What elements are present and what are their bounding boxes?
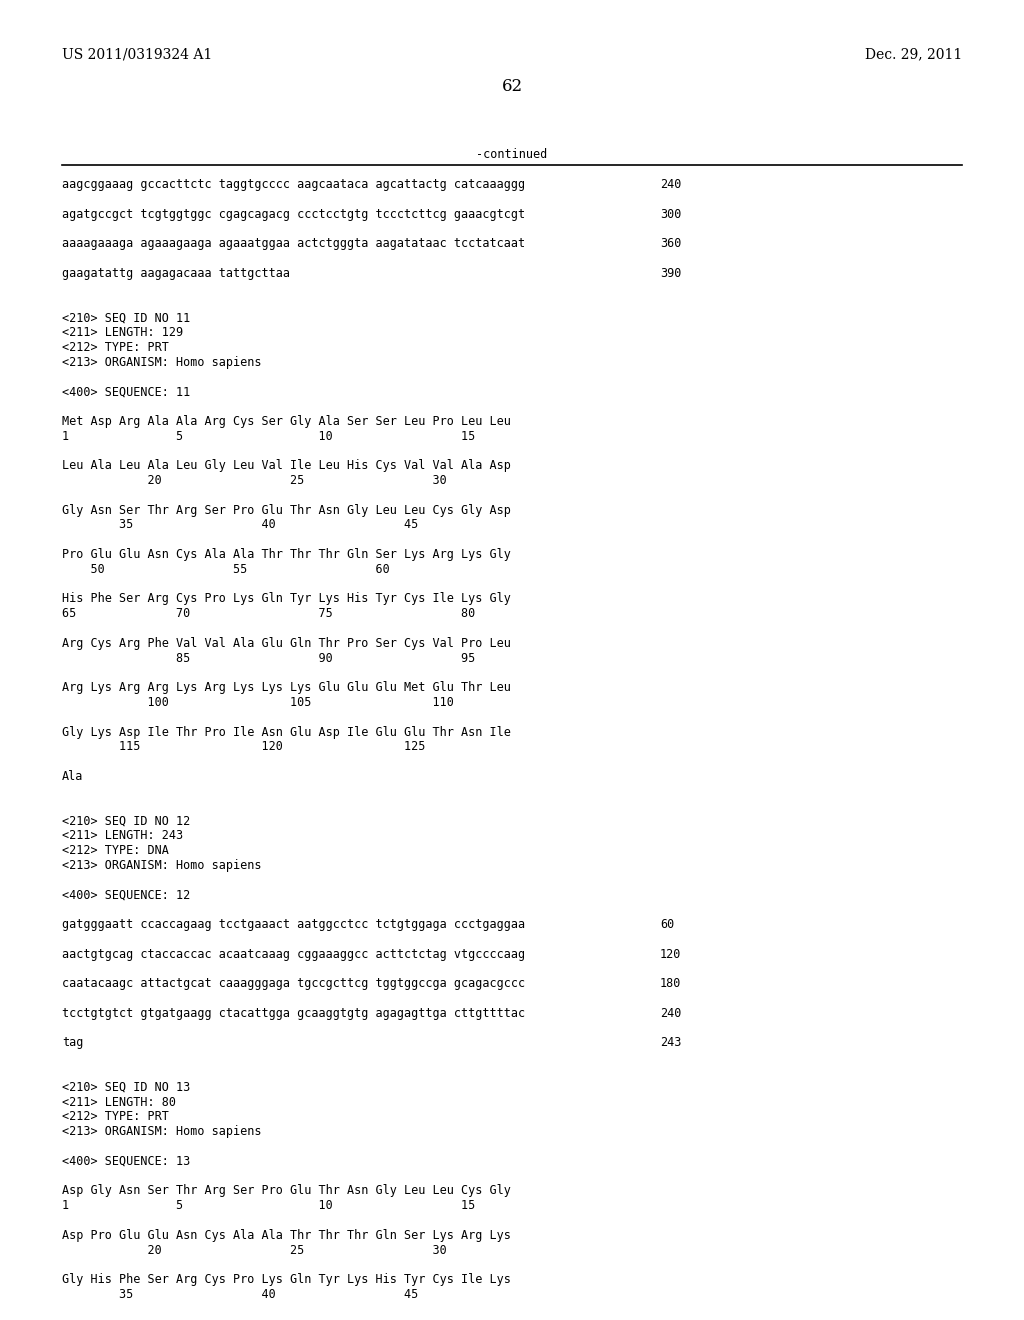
Text: <400> SEQUENCE: 11: <400> SEQUENCE: 11: [62, 385, 190, 399]
Text: Arg Lys Arg Arg Lys Arg Lys Lys Lys Glu Glu Glu Met Glu Thr Leu: Arg Lys Arg Arg Lys Arg Lys Lys Lys Glu …: [62, 681, 511, 694]
Text: 100                 105                 110: 100 105 110: [62, 696, 454, 709]
Text: <213> ORGANISM: Homo sapiens: <213> ORGANISM: Homo sapiens: [62, 355, 261, 368]
Text: 120: 120: [660, 948, 681, 961]
Text: 390: 390: [660, 267, 681, 280]
Text: aagcggaaag gccacttctc taggtgcccc aagcaataca agcattactg catcaaaggg: aagcggaaag gccacttctc taggtgcccc aagcaat…: [62, 178, 525, 191]
Text: Gly Asn Ser Thr Arg Ser Pro Glu Thr Asn Gly Leu Leu Cys Gly Asp: Gly Asn Ser Thr Arg Ser Pro Glu Thr Asn …: [62, 504, 511, 516]
Text: 50                  55                  60: 50 55 60: [62, 562, 390, 576]
Text: 300: 300: [660, 207, 681, 220]
Text: 1               5                   10                  15: 1 5 10 15: [62, 1199, 475, 1212]
Text: 60: 60: [660, 917, 674, 931]
Text: 35                  40                  45: 35 40 45: [62, 1288, 418, 1302]
Text: <211> LENGTH: 243: <211> LENGTH: 243: [62, 829, 183, 842]
Text: caatacaagc attactgcat caaagggaga tgccgcttcg tggtggccga gcagacgccc: caatacaagc attactgcat caaagggaga tgccgct…: [62, 977, 525, 990]
Text: His Phe Ser Arg Cys Pro Lys Gln Tyr Lys His Tyr Cys Ile Lys Gly: His Phe Ser Arg Cys Pro Lys Gln Tyr Lys …: [62, 593, 511, 606]
Text: 243: 243: [660, 1036, 681, 1049]
Text: aaaagaaaga agaaagaaga agaaatggaa actctgggta aagatataac tcctatcaat: aaaagaaaga agaaagaaga agaaatggaa actctgg…: [62, 238, 525, 251]
Text: <211> LENGTH: 80: <211> LENGTH: 80: [62, 1096, 176, 1109]
Text: <212> TYPE: PRT: <212> TYPE: PRT: [62, 341, 169, 354]
Text: 240: 240: [660, 1007, 681, 1020]
Text: Ala: Ala: [62, 770, 83, 783]
Text: Dec. 29, 2011: Dec. 29, 2011: [864, 48, 962, 61]
Text: <212> TYPE: PRT: <212> TYPE: PRT: [62, 1110, 169, 1123]
Text: 20                  25                  30: 20 25 30: [62, 1243, 446, 1257]
Text: US 2011/0319324 A1: US 2011/0319324 A1: [62, 48, 212, 61]
Text: 115                 120                 125: 115 120 125: [62, 741, 425, 754]
Text: <210> SEQ ID NO 13: <210> SEQ ID NO 13: [62, 1081, 190, 1094]
Text: -continued: -continued: [476, 148, 548, 161]
Text: tag: tag: [62, 1036, 83, 1049]
Text: <210> SEQ ID NO 11: <210> SEQ ID NO 11: [62, 312, 190, 325]
Text: agatgccgct tcgtggtggc cgagcagacg ccctcctgtg tccctcttcg gaaacgtcgt: agatgccgct tcgtggtggc cgagcagacg ccctcct…: [62, 207, 525, 220]
Text: <212> TYPE: DNA: <212> TYPE: DNA: [62, 843, 169, 857]
Text: Asp Gly Asn Ser Thr Arg Ser Pro Glu Thr Asn Gly Leu Leu Cys Gly: Asp Gly Asn Ser Thr Arg Ser Pro Glu Thr …: [62, 1184, 511, 1197]
Text: 20                  25                  30: 20 25 30: [62, 474, 446, 487]
Text: Gly Lys Asp Ile Thr Pro Ile Asn Glu Asp Ile Glu Glu Thr Asn Ile: Gly Lys Asp Ile Thr Pro Ile Asn Glu Asp …: [62, 726, 511, 739]
Text: Met Asp Arg Ala Ala Arg Cys Ser Gly Ala Ser Ser Leu Pro Leu Leu: Met Asp Arg Ala Ala Arg Cys Ser Gly Ala …: [62, 414, 511, 428]
Text: Pro Glu Glu Asn Cys Ala Ala Thr Thr Thr Gln Ser Lys Arg Lys Gly: Pro Glu Glu Asn Cys Ala Ala Thr Thr Thr …: [62, 548, 511, 561]
Text: aactgtgcag ctaccaccac acaatcaaag cggaaaggcc acttctctag vtgccccaag: aactgtgcag ctaccaccac acaatcaaag cggaaag…: [62, 948, 525, 961]
Text: 62: 62: [502, 78, 522, 95]
Text: 65              70                  75                  80: 65 70 75 80: [62, 607, 475, 620]
Text: <400> SEQUENCE: 13: <400> SEQUENCE: 13: [62, 1155, 190, 1168]
Text: Leu Ala Leu Ala Leu Gly Leu Val Ile Leu His Cys Val Val Ala Asp: Leu Ala Leu Ala Leu Gly Leu Val Ile Leu …: [62, 459, 511, 473]
Text: <211> LENGTH: 129: <211> LENGTH: 129: [62, 326, 183, 339]
Text: gatgggaatt ccaccagaag tcctgaaact aatggcctcc tctgtggaga ccctgaggaa: gatgggaatt ccaccagaag tcctgaaact aatggcc…: [62, 917, 525, 931]
Text: 360: 360: [660, 238, 681, 251]
Text: Arg Cys Arg Phe Val Val Ala Glu Gln Thr Pro Ser Cys Val Pro Leu: Arg Cys Arg Phe Val Val Ala Glu Gln Thr …: [62, 636, 511, 649]
Text: 1               5                   10                  15: 1 5 10 15: [62, 429, 475, 442]
Text: Gly His Phe Ser Arg Cys Pro Lys Gln Tyr Lys His Tyr Cys Ile Lys: Gly His Phe Ser Arg Cys Pro Lys Gln Tyr …: [62, 1274, 511, 1286]
Text: 85                  90                  95: 85 90 95: [62, 652, 475, 664]
Text: <210> SEQ ID NO 12: <210> SEQ ID NO 12: [62, 814, 190, 828]
Text: Asp Pro Glu Glu Asn Cys Ala Ala Thr Thr Thr Gln Ser Lys Arg Lys: Asp Pro Glu Glu Asn Cys Ala Ala Thr Thr …: [62, 1229, 511, 1242]
Text: <400> SEQUENCE: 12: <400> SEQUENCE: 12: [62, 888, 190, 902]
Text: 240: 240: [660, 178, 681, 191]
Text: gaagatattg aagagacaaa tattgcttaa: gaagatattg aagagacaaa tattgcttaa: [62, 267, 290, 280]
Text: 180: 180: [660, 977, 681, 990]
Text: <213> ORGANISM: Homo sapiens: <213> ORGANISM: Homo sapiens: [62, 859, 261, 871]
Text: <213> ORGANISM: Homo sapiens: <213> ORGANISM: Homo sapiens: [62, 1125, 261, 1138]
Text: tcctgtgtct gtgatgaagg ctacattgga gcaaggtgtg agagagttga cttgttttac: tcctgtgtct gtgatgaagg ctacattgga gcaaggt…: [62, 1007, 525, 1020]
Text: 35                  40                  45: 35 40 45: [62, 519, 418, 532]
